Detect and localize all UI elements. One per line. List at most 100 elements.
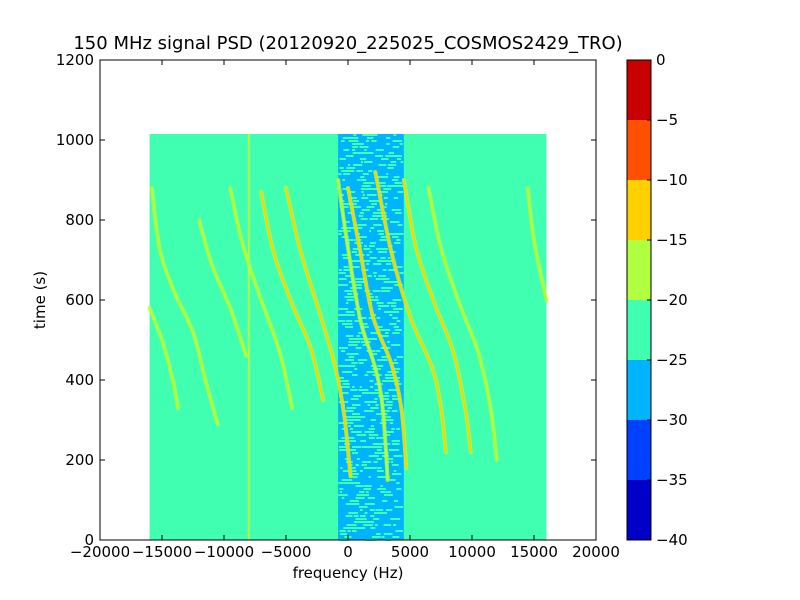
colorbar-band	[627, 480, 651, 540]
noise-speckle	[369, 230, 372, 232]
noise-speckle	[349, 416, 359, 418]
noise-speckle	[340, 167, 344, 169]
noise-speckle	[372, 536, 381, 538]
noise-speckle	[395, 530, 404, 532]
noise-speckle	[353, 134, 357, 136]
noise-speckle	[364, 149, 367, 151]
noise-speckle	[376, 446, 383, 448]
noise-speckle	[342, 470, 351, 472]
noise-speckle	[352, 386, 355, 388]
noise-speckle	[384, 203, 388, 205]
noise-speckle	[378, 305, 387, 307]
noise-speckle	[338, 314, 346, 316]
noise-speckle	[372, 290, 381, 292]
noise-speckle	[348, 449, 357, 451]
noise-speckle	[376, 368, 379, 370]
noise-speckle	[388, 152, 395, 154]
noise-speckle	[385, 458, 394, 460]
noise-speckle	[377, 251, 387, 253]
noise-speckle	[339, 488, 344, 490]
noise-speckle	[387, 167, 394, 169]
noise-speckle	[345, 503, 355, 505]
y-tick-label: 0	[84, 531, 94, 549]
noise-speckle	[383, 188, 392, 190]
noise-speckle	[375, 155, 384, 157]
noise-speckle	[388, 257, 391, 259]
noise-speckle	[399, 506, 404, 508]
noise-speckle	[354, 338, 364, 340]
noise-speckle	[349, 527, 357, 529]
noise-speckle	[391, 305, 397, 307]
noise-speckle	[396, 185, 404, 187]
noise-speckle	[394, 506, 404, 508]
noise-speckle	[355, 497, 365, 499]
noise-speckle	[363, 488, 372, 490]
noise-speckle	[364, 188, 371, 190]
colorbar-tick-label: −5	[656, 111, 678, 129]
noise-speckle	[387, 407, 392, 409]
noise-speckle	[380, 485, 383, 487]
noise-speckle	[358, 362, 363, 364]
noise-speckle	[342, 371, 348, 373]
noise-speckle	[338, 278, 347, 280]
noise-speckle	[396, 266, 401, 268]
noise-speckle	[345, 335, 354, 337]
noise-speckle	[386, 533, 393, 535]
plot-area	[99, 59, 597, 541]
noise-speckle	[352, 146, 358, 148]
noise-speckle	[357, 359, 368, 361]
noise-speckle	[348, 425, 351, 427]
noise-speckle	[385, 479, 396, 481]
noise-speckle	[366, 206, 375, 208]
noise-speckle	[377, 467, 382, 469]
noise-speckle	[380, 335, 389, 337]
noise-speckle	[339, 392, 349, 394]
noise-speckle	[385, 374, 391, 376]
noise-speckle	[369, 446, 378, 448]
noise-speckle	[381, 356, 388, 358]
noise-speckle	[369, 188, 379, 190]
noise-speckle	[392, 146, 397, 148]
noise-speckle	[365, 161, 373, 163]
noise-speckle	[362, 323, 368, 325]
noise-speckle	[343, 527, 350, 529]
noise-speckle	[341, 497, 345, 499]
noise-speckle	[400, 161, 404, 163]
noise-speckle	[364, 374, 369, 376]
noise-speckle	[345, 437, 355, 439]
noise-speckle	[389, 422, 394, 424]
noise-speckle	[383, 281, 391, 283]
noise-speckle	[383, 494, 393, 496]
noise-speckle	[348, 296, 356, 298]
noise-speckle	[380, 236, 390, 238]
noise-speckle	[343, 266, 349, 268]
noise-speckle	[388, 449, 392, 451]
noise-speckle	[350, 467, 356, 469]
doppler-track	[402, 179, 472, 453]
noise-speckle	[370, 419, 376, 421]
noise-speckle	[358, 317, 367, 319]
noise-speckle	[388, 389, 395, 391]
doppler-track	[285, 187, 352, 477]
noise-speckle	[370, 515, 375, 517]
noise-speckle	[354, 368, 358, 370]
noise-speckle	[355, 485, 362, 487]
noise-speckle	[338, 320, 346, 322]
noise-speckle	[372, 215, 382, 217]
noise-speckle	[340, 350, 346, 352]
colorbar-band	[627, 420, 651, 480]
noise-speckle	[393, 470, 397, 472]
x-tick-label: 10000	[448, 543, 496, 561]
noise-speckle	[388, 419, 394, 421]
noise-speckle	[358, 332, 365, 334]
y-axis: 0 200 400 600 800 1000 1200	[56, 51, 596, 549]
noise-speckle	[368, 434, 375, 436]
noise-speckle	[351, 419, 361, 421]
noise-speckle	[373, 275, 377, 277]
noise-speckle	[385, 491, 392, 493]
noise-speckle	[395, 212, 402, 214]
noise-speckle	[350, 428, 353, 430]
noise-speckle	[386, 155, 396, 157]
noise-speckle	[390, 518, 401, 520]
noise-speckle	[349, 512, 359, 514]
